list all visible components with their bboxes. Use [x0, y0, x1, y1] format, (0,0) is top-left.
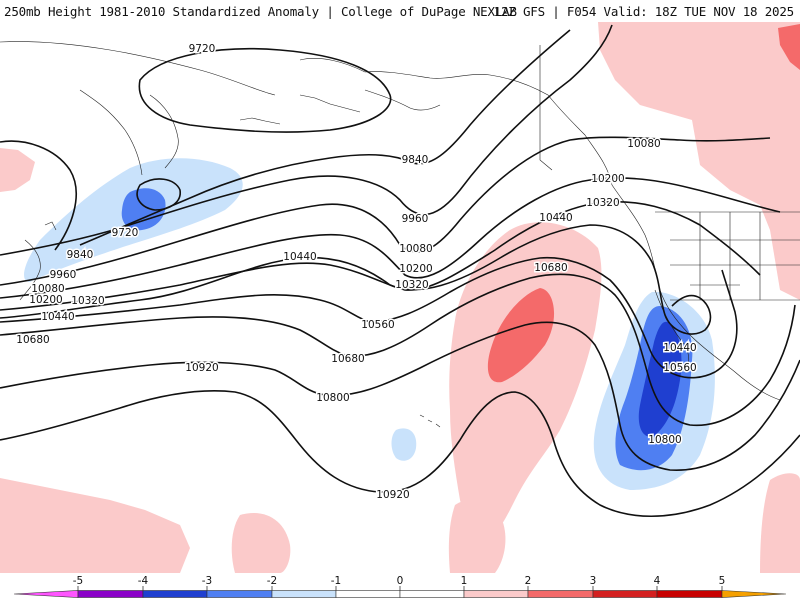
contour-label: 9960 [50, 269, 77, 281]
positive-anomaly-east-pacific [449, 222, 602, 545]
legend-tick-label: -3 [202, 575, 212, 587]
legend-tick-label: 2 [525, 575, 532, 587]
legend-bin-neg3-neg2 [206, 590, 273, 598]
legend-tick-label: 5 [719, 575, 726, 587]
contour-label: 9720 [112, 227, 139, 239]
positive-anomaly-east-pacific-strong [487, 288, 555, 383]
legend-tick-label: -4 [138, 575, 149, 587]
anomaly-shading [0, 22, 800, 573]
contour-label: 10680 [331, 353, 364, 365]
contour-label: 10800 [648, 434, 681, 446]
legend-bin-2-3 [527, 590, 594, 598]
contour-label: 10200 [591, 173, 624, 185]
contour-label: 9840 [402, 154, 429, 166]
legend-tick-labels: -5 -4 -3 -2 -1 0 1 2 3 4 5 [73, 575, 726, 587]
contour-label: 10200 [29, 294, 62, 306]
contour-10320 [0, 200, 761, 311]
positive-anomaly-canada-strong [778, 24, 800, 70]
contour-9720-alaska [138, 47, 392, 133]
alaska-border [539, 45, 553, 171]
legend-tick-label: -5 [73, 575, 83, 587]
contour-label: 9720 [189, 43, 216, 55]
negative-anomaly-mexico-strong [638, 321, 682, 437]
contour-label: 10440 [41, 311, 74, 323]
contour-10440 [0, 224, 712, 335]
contour-9840 [0, 29, 571, 251]
legend-bin-3-4 [592, 590, 658, 598]
contour-10800 [0, 321, 800, 471]
height-anomaly-map: 9720 9720 9840 9840 9960 9960 10080 1008… [0, 22, 800, 573]
legend-tick-label: 0 [397, 575, 404, 587]
legend-tick-label: 4 [654, 575, 661, 587]
contour-label: 10440 [283, 251, 316, 263]
anomaly-color-scale: -5 -4 -3 -2 -1 0 1 2 3 4 5 [0, 573, 800, 600]
positive-anomaly-south-west [0, 478, 190, 573]
height-contours [0, 24, 800, 517]
contour-10920 [0, 390, 800, 517]
contour-label: 10560 [663, 362, 696, 374]
legend-bin-neg5-neg4 [77, 590, 144, 598]
contour-label: 10080 [627, 138, 660, 150]
legend-bin-neg4-neg3 [142, 590, 208, 598]
contour-label: 10320 [395, 279, 428, 291]
contour-10080 [0, 136, 771, 286]
contour-label: 10440 [539, 212, 572, 224]
hawaii-islands [419, 414, 441, 428]
state-borders [670, 212, 800, 301]
legend-bin-1-2 [463, 590, 529, 598]
legend-bin-0-1 [399, 590, 465, 598]
contour-label: 10560 [361, 319, 394, 331]
contour-label: 10680 [16, 334, 49, 346]
legend-ticks [77, 586, 723, 591]
legend-bin-4-5 [656, 590, 723, 598]
contour-label: 10440 [663, 342, 696, 354]
coastline-alaska [299, 58, 613, 186]
coastline-japan [19, 221, 57, 301]
contour-label: 10800 [316, 392, 349, 404]
contour-label: 9840 [67, 249, 94, 261]
run-valid-time: 12Z GFS | F054 Valid: 18Z TUE NOV 18 202… [493, 4, 795, 19]
map-title: 250mb Height 1981-2010 Standardized Anom… [4, 4, 517, 19]
contour-10560 [0, 256, 738, 379]
legend-tick-label: -2 [267, 575, 277, 587]
legend-bin-neg1-0 [335, 590, 401, 598]
legend-tick-label: 3 [590, 575, 597, 587]
legend-bin-neg2-neg1 [271, 590, 337, 598]
positive-anomaly-asia [0, 148, 35, 192]
positive-anomaly-south-central [231, 513, 291, 573]
legend-tick-label: -1 [331, 575, 341, 587]
contour-label: 10080 [31, 283, 64, 295]
legend-bins [13, 590, 787, 598]
coastline-north-america [611, 184, 781, 401]
contour-label: 10080 [399, 243, 432, 255]
contour-label: 10680 [534, 262, 567, 274]
contour-label: 10200 [399, 263, 432, 275]
positive-anomaly-south-pacific [448, 499, 506, 573]
contour-label: 10920 [376, 489, 409, 501]
negative-anomaly-hawaii [391, 428, 417, 461]
contour-10680 [0, 273, 796, 427]
contour-labels: 9720 9720 9840 9840 9960 9960 10080 1008… [15, 42, 698, 503]
negative-anomaly-japan-moderate [121, 188, 166, 231]
coastline-baja [654, 289, 690, 373]
coastline-kamchatka [149, 94, 179, 169]
contour-label: 10320 [71, 295, 104, 307]
contour-label: 10920 [185, 362, 218, 374]
legend-bin-gt-5 [721, 590, 787, 598]
contour-10200 [0, 177, 781, 299]
positive-anomaly-canada [598, 22, 800, 300]
contour-9960 [0, 24, 613, 256]
legend-tick-label: 1 [461, 575, 468, 587]
coastlines [0, 41, 800, 428]
contour-label: 10320 [586, 197, 619, 209]
map-header: 250mb Height 1981-2010 Standardized Anom… [0, 0, 800, 22]
positive-anomaly-south-east [760, 473, 800, 573]
coastline-aleutians [239, 94, 361, 125]
coastline-siberia [0, 41, 276, 176]
contour-label: 9960 [402, 213, 429, 225]
